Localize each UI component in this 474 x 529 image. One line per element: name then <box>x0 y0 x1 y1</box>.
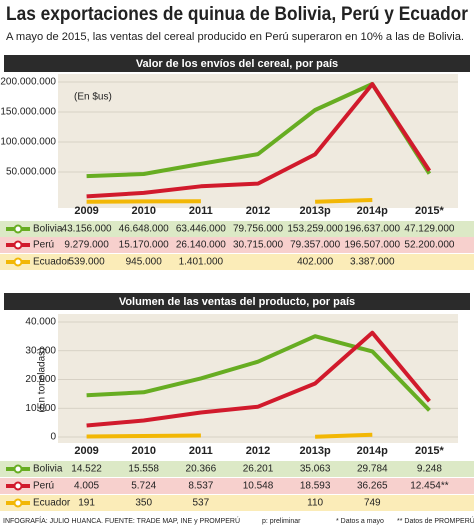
value-label: 29.784 <box>357 464 388 475</box>
legend-label: Bolivia <box>33 464 63 475</box>
series-line <box>86 432 373 439</box>
table-row <box>0 254 474 270</box>
unit-label: (En toneladas) <box>37 347 48 412</box>
value-label: 153.259.000 <box>287 224 343 235</box>
value-label: 539.000 <box>68 257 105 268</box>
x-tick-label: 2010 <box>131 445 155 457</box>
value-label: 14.522 <box>71 464 102 475</box>
value-label: 945.000 <box>126 257 163 268</box>
value-label: 402.000 <box>297 257 334 268</box>
x-tick-label: 2012 <box>246 445 270 457</box>
y-tick-label: 200.000.000 <box>0 77 56 88</box>
value-label: 10.548 <box>243 481 274 492</box>
series-line <box>86 82 432 199</box>
value-label: 9.279.000 <box>64 240 109 251</box>
chart-title: Volumen de las ventas del producto, por … <box>119 296 355 308</box>
x-tick-label: 2014p <box>357 445 388 457</box>
table-row <box>0 221 474 237</box>
value-label: 5.724 <box>131 481 156 492</box>
legend-label: Bolivia <box>33 224 63 235</box>
value-label: 20.366 <box>186 464 217 475</box>
x-tick-label: 2013p <box>300 205 331 217</box>
x-tick-label: 2014p <box>357 205 388 217</box>
x-tick-label: 2015* <box>415 445 444 457</box>
chart-title: Valor de los envíos del cereal, por país <box>136 58 338 70</box>
legend-dot <box>13 498 23 508</box>
charts: Valor de los envíos del cereal, por país… <box>0 55 474 511</box>
series-line <box>86 198 373 204</box>
value-label: 18.593 <box>300 481 331 492</box>
title: Las exportaciones de quinua de Bolivia, … <box>6 4 469 25</box>
legend-dot <box>13 257 23 267</box>
y-tick-label: 40.000 <box>25 317 56 328</box>
legend-label: Ecuador <box>33 498 71 509</box>
value-label: 9.248 <box>417 464 442 475</box>
value-label: 79.756.000 <box>233 224 283 235</box>
x-tick-label: 2009 <box>74 445 98 457</box>
plot-area <box>58 74 458 208</box>
legend-label: Ecuador <box>33 257 71 268</box>
legend-dot <box>13 224 23 234</box>
value-label: 79.357.000 <box>290 240 340 251</box>
x-tick-label: 2011 <box>189 445 213 457</box>
y-tick-label: 150.000.000 <box>0 107 56 118</box>
value-label: 196.507.000 <box>344 240 400 251</box>
value-label: 43.156.000 <box>62 224 112 235</box>
series-line <box>86 330 431 428</box>
x-tick-label: 2012 <box>246 205 270 217</box>
table-row <box>0 478 474 494</box>
x-tick-label: 2015* <box>415 205 444 217</box>
value-label: 30.715.000 <box>233 240 283 251</box>
value-label: 26.140.000 <box>176 240 226 251</box>
y-tick-label: 50.000.000 <box>6 167 56 178</box>
value-label: 47.129.000 <box>404 224 454 235</box>
value-label: 350 <box>135 498 152 509</box>
table-row <box>0 495 474 511</box>
value-label: 537 <box>193 498 210 509</box>
value-label: 52.200.000 <box>404 240 454 251</box>
legend-label: Perú <box>33 481 54 492</box>
value-label: 35.063 <box>300 464 331 475</box>
legend-dot <box>13 464 23 474</box>
value-label: 63.446.000 <box>176 224 226 235</box>
value-label: 4.005 <box>74 481 99 492</box>
y-tick-label: 100.000.000 <box>0 137 56 148</box>
y-tick-label: 30.000 <box>25 345 56 356</box>
value-label: 1.401.000 <box>179 257 224 268</box>
footnote: p: preliminar <box>262 518 301 525</box>
header-bar <box>4 55 470 72</box>
footnote: ** Datos de PROMPERÚ <box>397 516 474 525</box>
y-tick-label: 20.000 <box>25 374 56 385</box>
header-bar <box>4 293 470 310</box>
value-label: 26.201 <box>243 464 274 475</box>
value-label: 191 <box>78 498 95 509</box>
legend-dot <box>13 481 23 491</box>
value-label: 12.454** <box>410 481 448 492</box>
series-line <box>86 334 431 412</box>
value-label: 110 <box>307 498 323 509</box>
value-label: 46.648.000 <box>119 224 169 235</box>
footnote: * Datos a mayo <box>336 518 384 525</box>
value-label: 36.265 <box>357 481 388 492</box>
value-label: 15.170.000 <box>119 240 169 251</box>
x-tick-label: 2010 <box>131 205 155 217</box>
legend-dot <box>13 240 23 250</box>
credit: INFOGRAFÍA: JULIO HUANCA. FUENTE: TRADE … <box>3 516 240 525</box>
value-label: 749 <box>364 498 381 509</box>
value-label: 15.558 <box>128 464 159 475</box>
y-tick-label: 0 <box>50 432 56 443</box>
x-tick-label: 2013p <box>300 445 331 457</box>
unit-label: (En $us) <box>74 92 112 103</box>
subtitle: A mayo de 2015, las ventas del cereal pr… <box>6 31 464 43</box>
table-row <box>0 461 474 477</box>
x-tick-label: 2011 <box>189 205 213 217</box>
value-label: 3.387.000 <box>350 257 395 268</box>
table-row <box>0 237 474 253</box>
value-label: 196.637.000 <box>344 224 400 235</box>
value-label: 8.537 <box>188 481 213 492</box>
y-tick-label: 10.000 <box>25 403 56 414</box>
legend-label: Perú <box>33 240 54 251</box>
x-tick-label: 2009 <box>74 205 98 217</box>
